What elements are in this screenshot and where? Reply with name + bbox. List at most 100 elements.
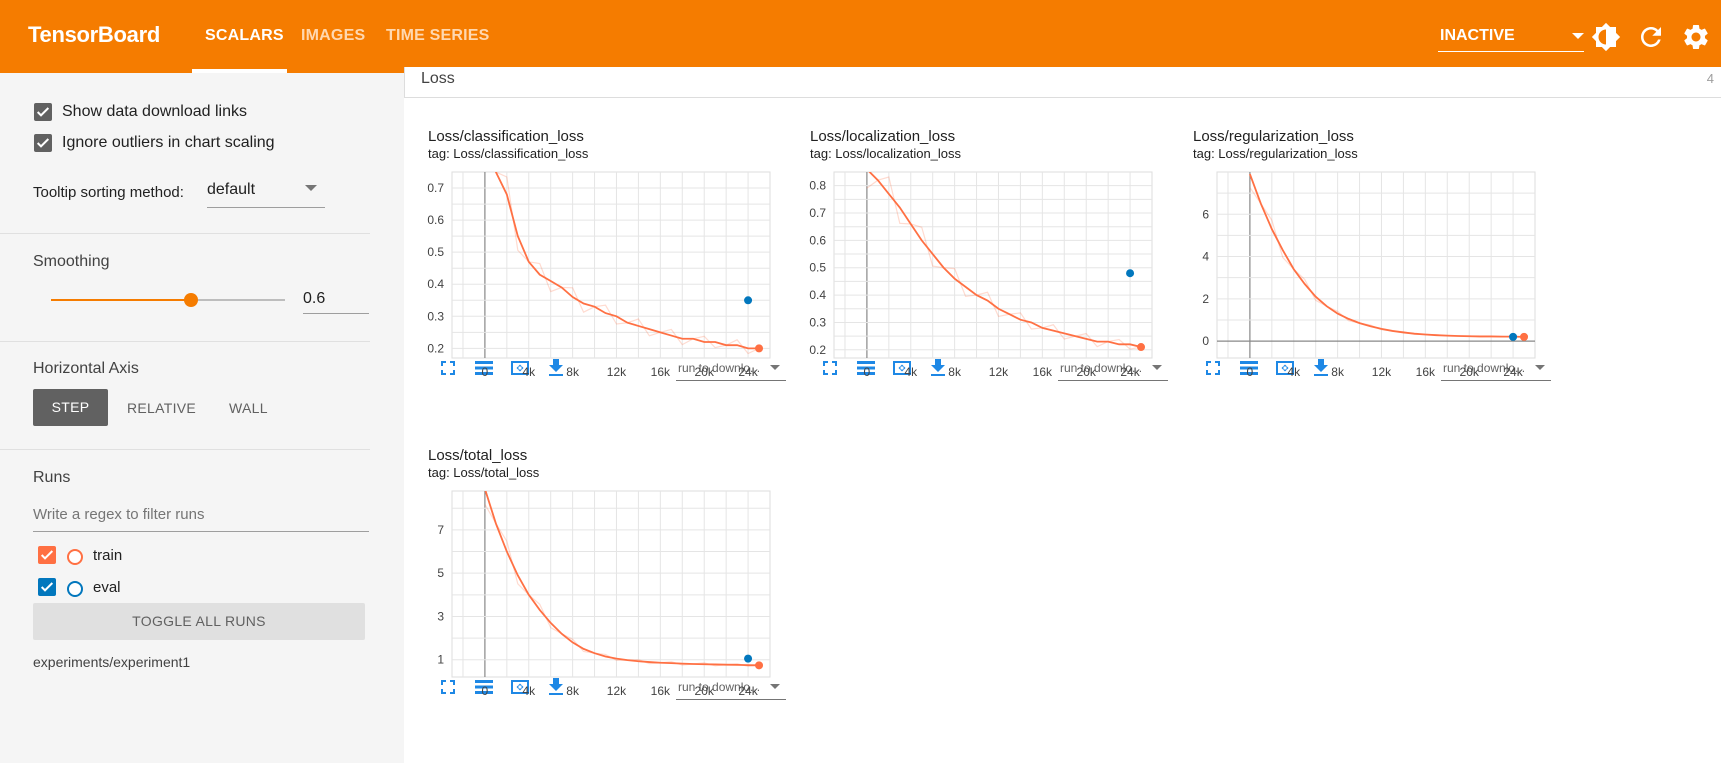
download-icon[interactable]	[926, 356, 950, 380]
fullscreen-icon[interactable]	[436, 356, 460, 380]
x-tick-label: 20k	[695, 684, 715, 698]
chart-card: Loss/regularization_loss tag: Loss/regula…	[1169, 128, 1551, 428]
x-tick-label: 24k	[738, 365, 758, 379]
x-tick-label: 4k	[522, 365, 536, 379]
x-tick-label: 20k	[1460, 365, 1480, 379]
refresh-icon[interactable]	[1636, 22, 1666, 52]
sidebar: Show data download links Ignore outliers…	[0, 73, 405, 763]
logdir-label: experiments/experiment1	[33, 654, 191, 670]
y-tick-label: 5	[437, 566, 444, 580]
chart-title: Loss/classification_loss	[428, 128, 584, 145]
axis-wall-button[interactable]: WALL	[229, 400, 268, 416]
smoothing-label: Smoothing	[33, 253, 110, 270]
run-download-select[interactable]: run to downlo...	[676, 358, 786, 381]
y-tick-label: 2	[1202, 292, 1209, 306]
series-train-line	[1249, 173, 1525, 338]
run-download-label: run to downlo...	[1443, 361, 1526, 375]
y-tick-label: 0.2	[809, 343, 826, 357]
line-chart[interactable]: 0 4k 8k 12k 16k 20k 24k 1 3 5 7	[404, 487, 774, 707]
section-divider	[0, 449, 370, 450]
axis-relative-button[interactable]: RELATIVE	[127, 400, 197, 416]
theme-toggle-icon[interactable]	[1591, 22, 1621, 52]
toggle-log-scale-icon[interactable]	[854, 356, 878, 380]
smoothing-value: 0.6	[303, 290, 326, 307]
series-train-raw-line	[866, 176, 1142, 350]
x-tick-label: 16k	[1033, 365, 1053, 379]
x-tick-label: 0	[482, 684, 489, 698]
axis-step-button[interactable]: STEP	[33, 389, 108, 426]
toggle-log-scale-icon[interactable]	[1237, 356, 1261, 380]
y-tick-label: 0.2	[427, 341, 444, 355]
chart-card: Loss/classification_loss tag: Loss/classi…	[404, 128, 786, 428]
line-chart[interactable]: 0 4k 8k 12k 16k 20k 24k 0.2 0.3 0.4 0.5 0.6 0.7	[404, 168, 774, 388]
tooltip-sorting-select[interactable]: default	[207, 175, 325, 208]
horizontal-axis-label: Horizontal Axis	[33, 360, 139, 377]
series-train-raw-line	[484, 503, 760, 668]
run-download-select[interactable]: run to downlo...	[1441, 358, 1551, 381]
x-tick-label: 8k	[948, 365, 962, 379]
smoothing-value-input[interactable]: 0.6	[303, 287, 369, 314]
download-icon[interactable]	[1309, 356, 1333, 380]
checkmark-icon	[36, 107, 50, 117]
line-chart[interactable]: 0 4k 8k 12k 16k 20k 24k 0 2 4 6	[1169, 168, 1539, 388]
group-header-loss[interactable]: Loss 4	[404, 67, 1721, 98]
y-tick-label: 0.4	[427, 277, 444, 291]
tab-scalars[interactable]: SCALARS	[205, 27, 284, 44]
toggle-log-scale-icon[interactable]	[472, 675, 496, 699]
ignore-outliers-checkbox[interactable]	[34, 134, 52, 152]
x-tick-label: 4k	[1287, 365, 1301, 379]
run-download-label: run to downlo...	[678, 680, 761, 694]
plot-frame	[833, 171, 1153, 359]
toggle-all-runs-button[interactable]: TOGGLE ALL RUNS	[33, 603, 365, 640]
group-title: Loss	[421, 70, 455, 87]
series-eval-point	[1509, 332, 1518, 341]
y-tick-label: 0.6	[809, 233, 826, 247]
run-train-color-icon[interactable]	[67, 549, 83, 565]
y-tick-label: 0	[1202, 334, 1209, 348]
runs-filter-input[interactable]: Write a regex to filter runs	[33, 503, 369, 532]
x-tick-label: 16k	[1416, 365, 1436, 379]
y-tick-label: 0.6	[427, 213, 444, 227]
run-eval-checkbox[interactable]	[38, 578, 56, 596]
x-tick-label: 0	[1247, 365, 1254, 379]
run-train-checkbox[interactable]	[38, 546, 56, 564]
run-download-label: run to downlo...	[1060, 361, 1143, 375]
series-train-end-point	[755, 661, 764, 670]
chart-card: Loss/localization_loss tag: Loss/localiza…	[786, 128, 1168, 428]
checkmark-icon	[36, 138, 50, 148]
fullscreen-icon[interactable]	[1201, 356, 1225, 380]
line-chart[interactable]: 0 4k 8k 12k 16k 20k 24k 0.2 0.3 0.4 0.5 0.6 0.7 0.8	[786, 168, 1156, 388]
fit-domain-icon[interactable]	[890, 356, 914, 380]
chart-tag: tag: Loss/total_loss	[428, 465, 540, 480]
x-tick-label: 4k	[904, 365, 918, 379]
series-train-end-point	[1520, 332, 1529, 341]
run-status-select[interactable]: INACTIVE	[1438, 25, 1584, 52]
run-eval-label: eval	[93, 579, 121, 596]
show-download-links-checkbox[interactable]	[34, 103, 52, 121]
tab-images[interactable]: IMAGES	[301, 27, 366, 44]
tooltip-sorting-label: Tooltip sorting method:	[33, 184, 184, 201]
run-download-select[interactable]: run to downlo...	[676, 677, 786, 700]
fit-domain-icon[interactable]	[508, 675, 532, 699]
settings-gear-icon[interactable]	[1681, 22, 1711, 52]
x-tick-label: 24k	[1503, 365, 1523, 379]
chart-toolbar: run to downlo...	[436, 356, 786, 381]
x-tick-label: 8k	[1331, 365, 1345, 379]
tab-time-series[interactable]: TIME SERIES	[386, 27, 490, 44]
run-download-select[interactable]: run to downlo...	[1058, 358, 1168, 381]
fullscreen-icon[interactable]	[818, 356, 842, 380]
fit-domain-icon[interactable]	[1273, 356, 1297, 380]
smoothing-slider-track[interactable]	[191, 299, 285, 301]
run-train-label: train	[93, 547, 123, 564]
chart-tag: tag: Loss/regularization_loss	[1193, 146, 1358, 161]
fit-domain-icon[interactable]	[508, 356, 532, 380]
download-icon[interactable]	[544, 356, 568, 380]
plot-frame	[451, 490, 771, 678]
download-icon[interactable]	[544, 675, 568, 699]
smoothing-slider-thumb[interactable]	[184, 293, 198, 307]
fullscreen-icon[interactable]	[436, 675, 460, 699]
run-eval-color-icon[interactable]	[67, 581, 83, 597]
y-tick-label: 0.4	[809, 288, 826, 302]
x-tick-label: 24k	[738, 684, 758, 698]
toggle-log-scale-icon[interactable]	[472, 356, 496, 380]
